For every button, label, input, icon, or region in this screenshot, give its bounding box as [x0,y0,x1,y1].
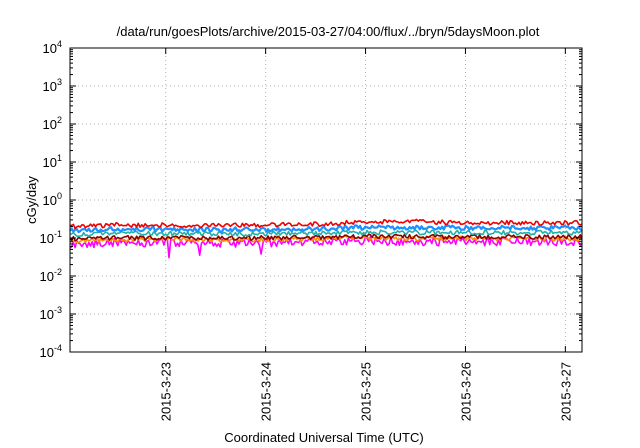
y-tick-label: 101 [43,153,62,170]
y-tick-label: 10-4 [40,343,62,360]
x-tick-label: 2015-3-27 [558,362,573,421]
y-tick-label: 104 [43,39,62,56]
y-tick-label: 103 [43,77,62,94]
x-tick-label: 2015-3-25 [359,362,374,421]
y-tick-label: 10-2 [40,267,62,284]
grid [70,48,582,352]
y-tick-label: 102 [43,115,62,132]
x-axis-label: Coordinated Universal Time (UTC) [224,430,423,445]
y-tick-label: 10-1 [40,229,62,246]
series-line [69,229,583,237]
series-group [69,218,583,259]
x-tick-label: 2015-3-26 [458,362,473,421]
axes: 10-4 10-3 10-2 10-1 100 101 102 103 104 2015-3-23… [40,39,583,421]
y-tick-label: 100 [43,191,62,208]
series-line [69,233,583,242]
y-tick-label: 10-3 [40,305,62,322]
x-tick-label: 2015-3-23 [159,362,174,421]
series-line [69,236,583,259]
plot-frame [69,47,583,353]
y-axis-label: cGy/day [24,176,39,224]
chart-title: /data/run/goesPlots/archive/2015-03-27/0… [117,24,540,39]
series-line [69,218,583,230]
series-line [69,224,583,234]
x-tick-label: 2015-3-24 [259,362,274,421]
